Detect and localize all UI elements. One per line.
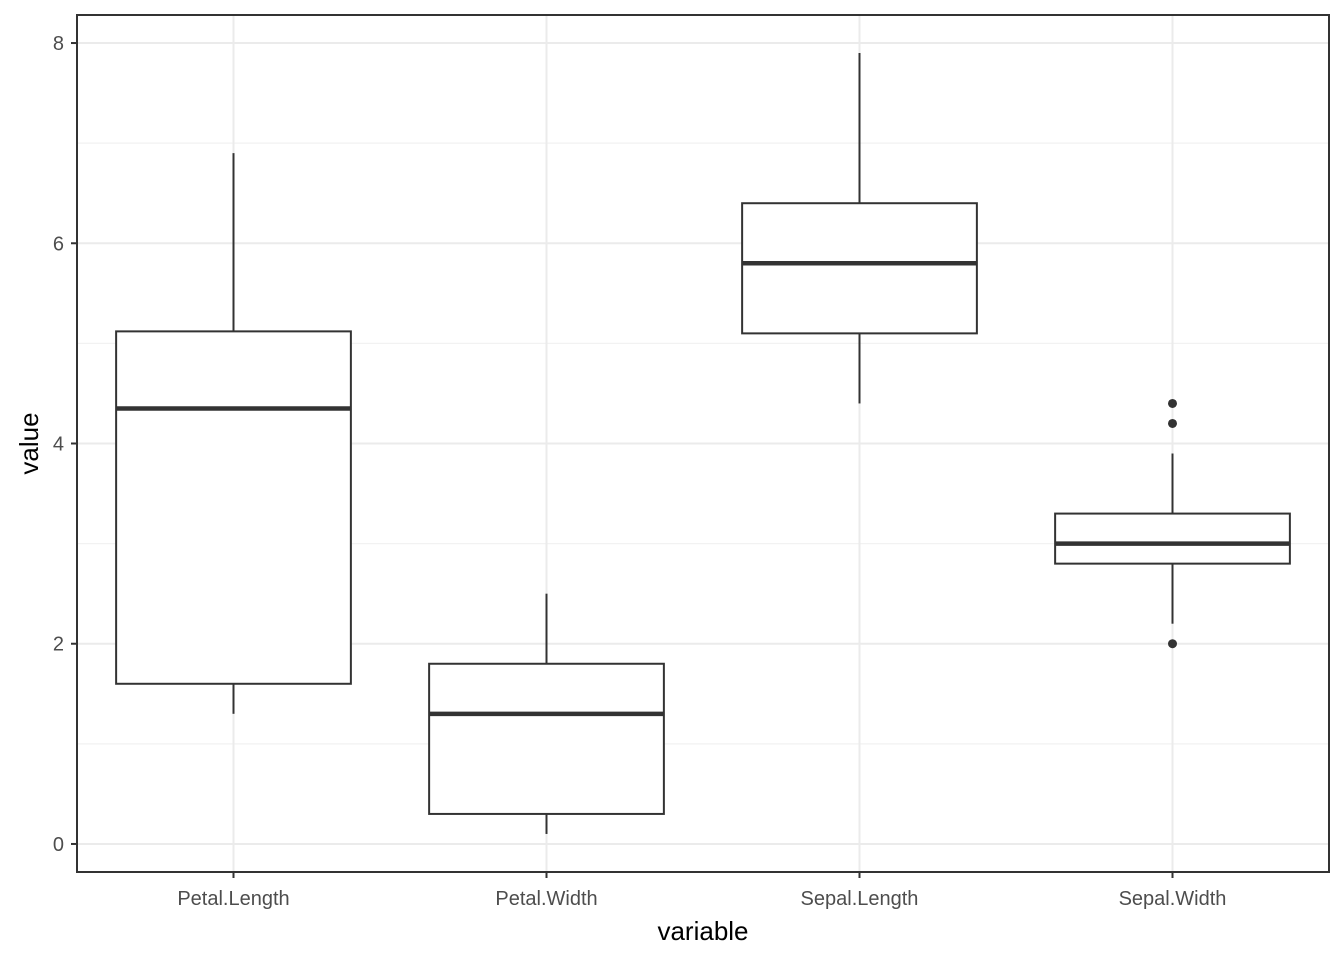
- y-tick-label: 4: [53, 434, 64, 456]
- outlier-point: [1168, 418, 1177, 428]
- x-tick-label: Sepal.Length: [801, 888, 919, 910]
- x-tick-label: Petal.Width: [495, 888, 597, 910]
- x-tick-label: Petal.Length: [177, 888, 289, 910]
- box-series: [115, 53, 1291, 834]
- box-sepal-width: [1054, 398, 1291, 649]
- iqr-box: [741, 202, 978, 335]
- y-tick-label: 0: [53, 834, 64, 856]
- iqr-box: [428, 662, 665, 815]
- box-sepal-length: [741, 53, 978, 404]
- y-axis-title: value: [14, 412, 44, 474]
- box-petal-length: [115, 153, 352, 714]
- x-axis: Petal.Length Petal.Width Sepal.Length Sepal…: [177, 872, 1226, 910]
- y-tick-label: 2: [53, 634, 64, 656]
- iqr-box: [115, 330, 352, 685]
- x-axis-title: variable: [657, 916, 748, 946]
- x-tick-label: Sepal.Width: [1119, 888, 1227, 910]
- outlier-point: [1168, 398, 1177, 408]
- y-axis: 0 2 4 6 8: [53, 33, 77, 856]
- y-tick-label: 8: [53, 33, 64, 55]
- y-tick-label: 6: [53, 233, 64, 255]
- box-petal-width: [428, 593, 665, 834]
- iqr-box: [1054, 512, 1291, 565]
- outlier-point: [1168, 639, 1177, 649]
